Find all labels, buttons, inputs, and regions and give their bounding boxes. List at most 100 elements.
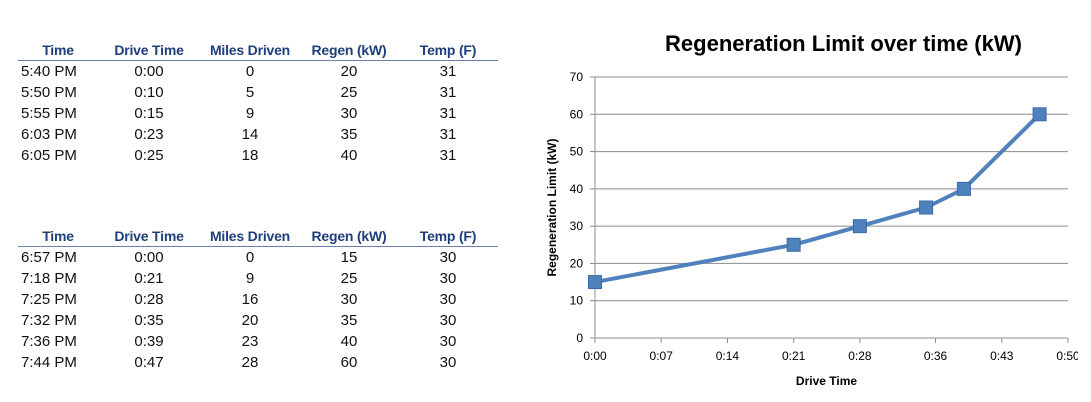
table-cell: 30 (439, 333, 457, 350)
table-cell: 0:15 (134, 105, 164, 122)
table-row: 7:44 PM 0:47 28 60 30 (18, 352, 498, 373)
table-cell: 31 (439, 105, 457, 122)
table-cell: 30 (439, 291, 457, 308)
data-point-marker (786, 237, 801, 252)
table-cell: 7:25 PM (21, 291, 77, 308)
column-header: Drive Time (98, 225, 200, 247)
chart-title: Regeneration Limit over time (kW) (665, 31, 1022, 56)
data-table-1: Time Drive Time Miles Driven Regen (kW) Temp… (18, 39, 498, 166)
table-cell: 28 (241, 354, 259, 371)
table-cell: 0:10 (134, 84, 164, 101)
y-tick-label: 10 (570, 294, 584, 308)
regeneration-line-chart: Regeneration Limit over time (kW) 0 10 20 30… (545, 31, 1078, 388)
y-tick-label: 30 (570, 219, 584, 233)
y-axis-label: Regeneration Limit (kW) (545, 138, 559, 276)
y-tick-label: 70 (570, 70, 584, 84)
table-cell: 23 (241, 333, 259, 350)
column-header: Temp (F) (398, 39, 498, 61)
column-header: Miles Driven (200, 225, 300, 247)
x-tick-label: 0:07 (650, 349, 674, 363)
x-tick-label: 0:50 (1056, 349, 1078, 363)
table-cell: 0:00 (134, 249, 164, 266)
table-row: 6:05 PM 0:25 18 40 31 (18, 145, 498, 166)
data-point-marker (588, 275, 602, 290)
y-tick-label: 40 (570, 182, 584, 196)
table-cell: 18 (241, 147, 259, 164)
table-row: 5:40 PM 0:00 0 20 31 (18, 61, 498, 83)
y-tick-label: 20 (570, 256, 584, 270)
table-cell: 0:35 (134, 312, 164, 329)
table-cell: 0 (245, 249, 255, 266)
table-cell: 0:23 (134, 126, 164, 143)
table-cell: 5:55 PM (21, 105, 77, 122)
table-row: 7:25 PM 0:28 16 30 30 (18, 289, 498, 310)
table-row: 6:57 PM 0:00 0 15 30 (18, 247, 498, 269)
column-header: Miles Driven (200, 39, 300, 61)
table-cell: 7:44 PM (21, 354, 77, 371)
table-cell: 6:57 PM (21, 249, 77, 266)
table-cell: 7:18 PM (21, 270, 77, 287)
data-point-marker (852, 219, 867, 234)
column-header: Regen (kW) (300, 225, 398, 247)
table-cell: 25 (340, 270, 358, 287)
table-cell: 6:03 PM (21, 126, 77, 143)
column-header: Drive Time (98, 39, 200, 61)
table-cell: 35 (340, 312, 358, 329)
table-row: 6:03 PM 0:23 14 35 31 (18, 124, 498, 145)
x-tick-label: 0:21 (782, 349, 806, 363)
column-header: Time (18, 39, 98, 61)
table-cell: 31 (439, 63, 457, 80)
table-cell: 7:32 PM (21, 312, 77, 329)
table-cell: 31 (439, 84, 457, 101)
table-cell: 7:36 PM (21, 333, 77, 350)
data-point-marker (1032, 107, 1047, 122)
table-cell: 35 (340, 126, 358, 143)
table-cell: 16 (241, 291, 259, 308)
table-cell: 0:28 (134, 291, 164, 308)
table-cell: 14 (241, 126, 259, 143)
table-cell: 6:05 PM (21, 147, 77, 164)
table-header-row: Time Drive Time Miles Driven Regen (kW) Temp… (18, 225, 498, 247)
table-cell: 0 (245, 63, 255, 80)
table-cell: 30 (439, 249, 457, 266)
table-cell: 0:25 (134, 147, 164, 164)
table-cell: 9 (245, 270, 255, 287)
x-tick-label: 0:36 (924, 349, 948, 363)
table-cell: 30 (340, 105, 358, 122)
table-cell: 30 (439, 312, 457, 329)
table-cell: 15 (340, 249, 358, 266)
y-tick-label: 0 (576, 331, 583, 345)
column-header: Regen (kW) (300, 39, 398, 61)
table-cell: 25 (340, 84, 358, 101)
table-cell: 30 (439, 354, 457, 371)
column-header: Temp (F) (398, 225, 498, 247)
table-cell: 30 (439, 270, 457, 287)
table-cell: 5 (245, 84, 255, 101)
table-row: 5:50 PM 0:10 5 25 31 (18, 82, 498, 103)
table-header-row: Time Drive Time Miles Driven Regen (kW) Temp… (18, 39, 498, 61)
table-cell: 9 (245, 105, 255, 122)
y-tick-label: 50 (570, 145, 584, 159)
table-cell: 31 (439, 147, 457, 164)
table-cell: 30 (340, 291, 358, 308)
x-tick-label: 0:14 (716, 349, 740, 363)
column-header: Time (18, 225, 98, 247)
table-cell: 0:00 (134, 63, 164, 80)
table-cell: 5:50 PM (21, 84, 77, 101)
data-table-2: Time Drive Time Miles Driven Regen (kW) Temp… (18, 225, 498, 373)
table-cell: 20 (340, 63, 358, 80)
table-cell: 31 (439, 126, 457, 143)
table-cell: 20 (241, 312, 259, 329)
data-point-marker (919, 200, 934, 215)
table-cell: 0:21 (134, 270, 164, 287)
table-cell: 60 (340, 354, 358, 371)
table-cell: 40 (340, 333, 358, 350)
table-cell: 5:40 PM (21, 63, 77, 80)
table-cell: 0:47 (134, 354, 164, 371)
x-tick-label: 0:28 (848, 349, 872, 363)
x-tick-label: 0:00 (583, 349, 607, 363)
x-tick-label: 0:43 (990, 349, 1014, 363)
data-point-marker (956, 181, 971, 196)
table-cell: 40 (340, 147, 358, 164)
x-axis-label: Drive Time (796, 374, 857, 388)
